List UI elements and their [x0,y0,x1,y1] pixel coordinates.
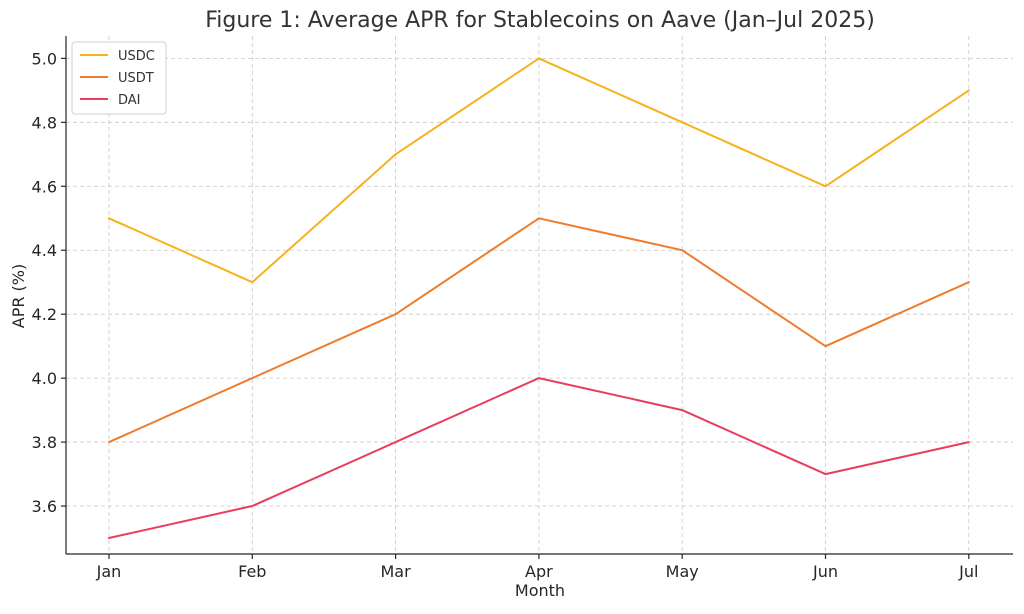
y-tick-label: 4.6 [32,177,57,196]
y-tick-label: 3.8 [32,433,57,452]
y-tick-label: 4.8 [32,113,57,132]
tick-labels: Jan Feb Mar Apr May Jun Jul 3.6 3.8 4.0 4.2 4.4 4.6 4… [32,49,979,581]
y-axis-label: APR (%) [9,264,28,328]
x-tick-label: Mar [381,562,412,581]
legend-label-usdt: USDT [118,71,154,86]
legend-box [71,41,167,115]
x-tick-label: Apr [525,562,553,581]
x-tick-label: Jan [96,562,122,581]
y-tick-label: 4.0 [32,369,57,388]
y-tick-label: 4.2 [32,305,57,324]
legend-label-usdc: USDC [118,49,155,64]
series-lines [108,57,970,539]
y-tick-label: 5.0 [32,49,57,68]
x-tick-label: Feb [238,562,266,581]
grid [66,36,1013,554]
chart-title: Figure 1: Average APR for Stablecoins on… [205,8,875,33]
legend: USDC USDT DAI [71,41,167,115]
x-tick-label: Jul [958,562,978,581]
y-tick-label: 3.6 [32,497,57,516]
axes [61,36,1013,559]
legend-label-dai: DAI [118,93,141,108]
x-tick-label: Jun [812,562,838,581]
x-tick-label: May [666,562,699,581]
series-line-usdc [108,57,970,284]
series-line-usdt [108,217,970,444]
y-tick-label: 4.4 [32,241,57,260]
x-axis-label: Month [515,581,565,600]
series-line-dai [108,377,970,539]
